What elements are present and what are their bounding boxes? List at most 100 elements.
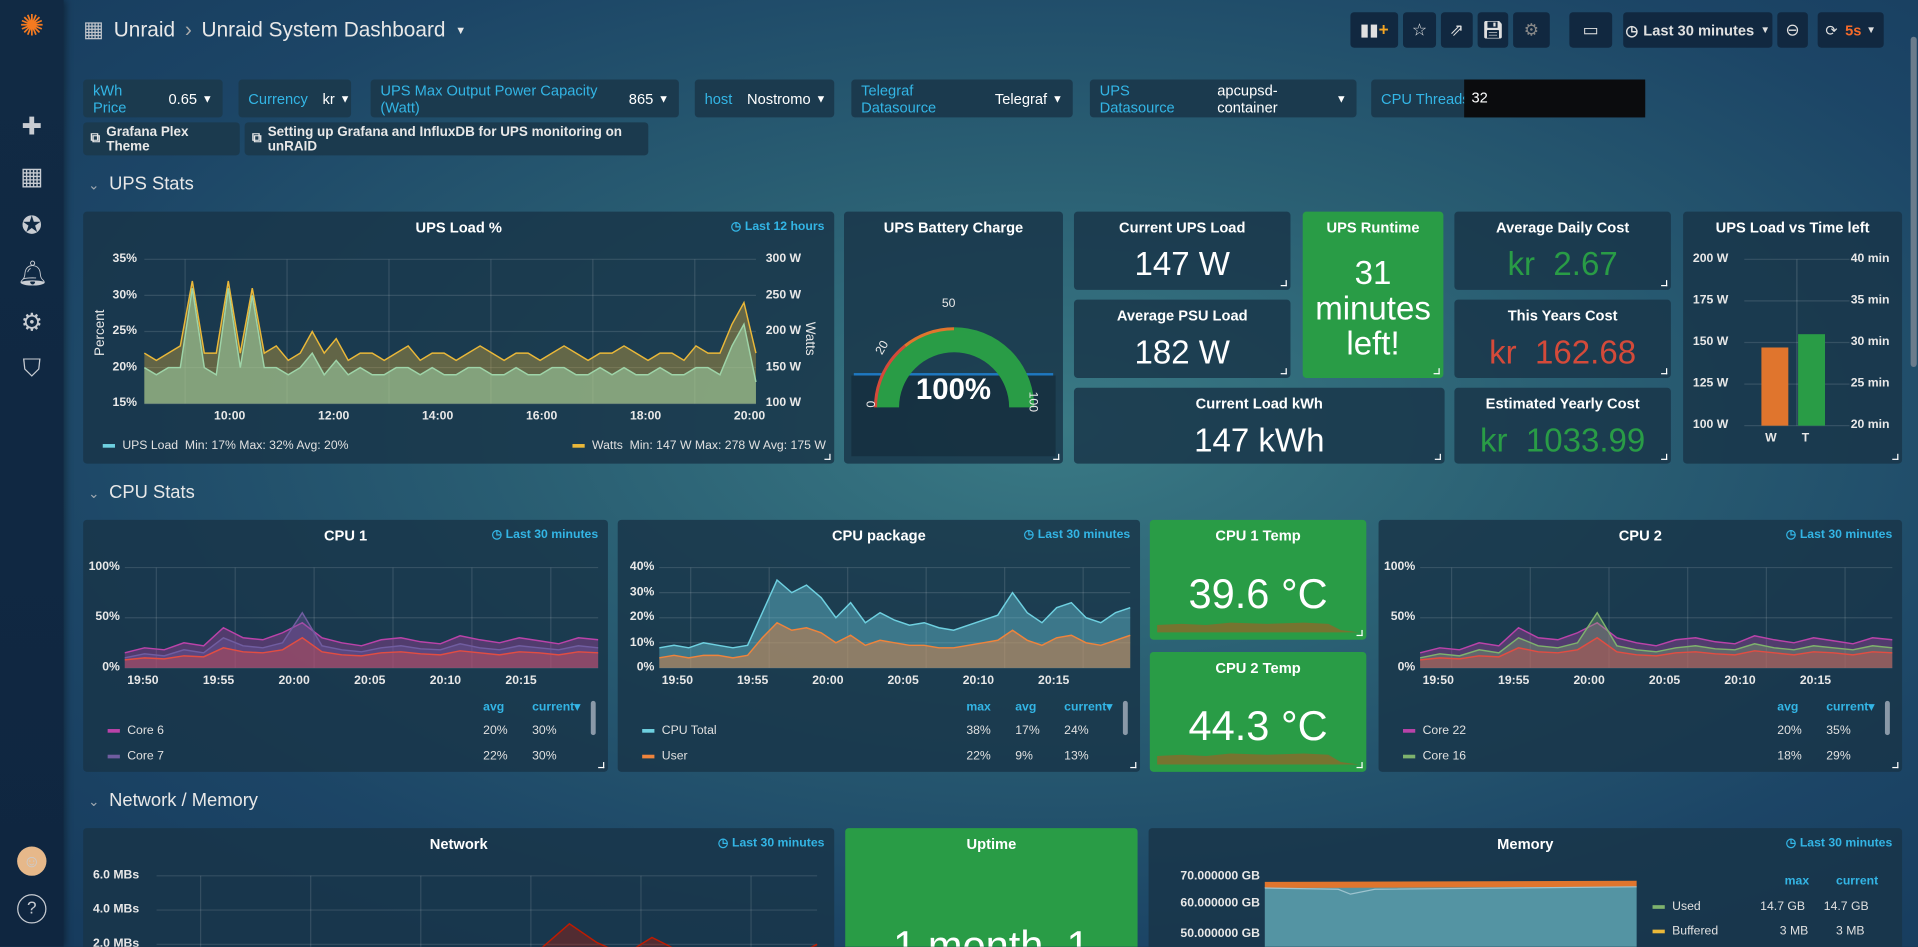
resize-handle[interactable] (1356, 762, 1363, 769)
legend-item[interactable]: User 22% 9% 13% (642, 750, 1128, 763)
row-cpu-stats[interactable]: ⌄ CPU Stats (88, 482, 195, 503)
panel-cpu1[interactable]: CPU 1 ◷ Last 30 minutes 100% 50% 0% 19:50 19:5… (83, 519, 608, 772)
legend-col-header[interactable]: max (1784, 874, 1810, 889)
cpu-chart[interactable] (124, 566, 599, 669)
legend-col-header[interactable]: avg (1777, 700, 1799, 715)
var-kwh-price[interactable]: kWh Price 0.65 ▼ (83, 79, 223, 118)
panel-ups-load[interactable]: UPS Load % ◷ Last 12 hours Percent Watts… (83, 211, 835, 464)
cpu-chart[interactable] (1419, 566, 1893, 669)
legend-col-header[interactable]: max (966, 700, 991, 715)
bell-icon[interactable]: 🔔︎ (17, 260, 49, 288)
var-currency[interactable]: Currency kr ▼ (238, 79, 352, 118)
link-plex-theme[interactable]: ⧉ Grafana Plex Theme (83, 122, 240, 156)
resize-handle[interactable] (1053, 453, 1060, 460)
panel-uptime[interactable]: Uptime 1 month, 1 (845, 828, 1138, 947)
var-host[interactable]: host Nostromo ▼ (694, 79, 835, 118)
panel-ups-load-vs-time[interactable]: UPS Load vs Time left W T 200 W 175 W 150 … (1683, 211, 1903, 464)
panel-memory[interactable]: Memory ◷ Last 30 minutes 70.000000 GB 60… (1148, 828, 1903, 947)
panel-estimated-yearly-cost[interactable]: Estimated Yearly Cost kr 1033.99 (1454, 387, 1671, 464)
panel-average-psu-load[interactable]: Average PSU Load 182 W (1073, 299, 1291, 378)
load-vs-time-chart[interactable] (1744, 258, 1850, 427)
var-telegraf-datasource[interactable]: Telegraf Datasource Telegraf ▼ (851, 79, 1073, 118)
settings-button[interactable]: ⚙ (1513, 12, 1550, 48)
var-ups-datasource[interactable]: UPS Datasource apcupsd-container ▼ (1089, 79, 1357, 118)
resize-handle[interactable] (1661, 368, 1668, 375)
legend-item[interactable]: Core 6 20% 30% (107, 724, 596, 738)
bar-w[interactable] (1761, 347, 1789, 426)
cpu-threads-input[interactable]: 32 (1464, 79, 1646, 118)
memory-chart[interactable] (1264, 877, 1637, 947)
legend-scrollbar[interactable] (1122, 700, 1128, 736)
ups-load-chart[interactable] (143, 258, 757, 405)
grafana-logo[interactable]: ✺ (19, 9, 45, 43)
y-tick: 200 W (1692, 251, 1729, 266)
network-chart[interactable] (156, 875, 818, 947)
resize-handle[interactable] (1433, 368, 1440, 375)
resize-handle[interactable] (1661, 280, 1668, 287)
legend-watts[interactable]: Watts Min: 147 W Max: 278 W Avg: 175 W (572, 439, 826, 453)
save-button[interactable]: 💾︎ (1477, 12, 1509, 48)
help-icon[interactable]: ? (17, 894, 47, 924)
panel-current-ups-load[interactable]: Current UPS Load 147 W (1073, 211, 1291, 290)
legend-item[interactable]: Core 7 22% 30% (107, 750, 596, 763)
time-picker[interactable]: ◷ Last 30 minutes ▼ (1623, 12, 1773, 48)
legend-item[interactable]: Core 22 20% 35% (1403, 724, 1890, 738)
explore-icon[interactable]: ✪ (21, 212, 43, 240)
legend-scrollbar[interactable] (1884, 700, 1890, 736)
legend-col-header[interactable]: avg (483, 700, 505, 715)
legend-col-header[interactable]: avg (1015, 700, 1037, 715)
zoom-out-button[interactable]: ⊖ (1777, 12, 1808, 48)
legend-buffered[interactable]: Buffered 3 MB 3 MB (1652, 925, 1885, 938)
resize-handle[interactable] (1130, 762, 1137, 769)
dashboard-title[interactable]: Unraid System Dashboard (201, 17, 446, 41)
panel-current-load-kwh[interactable]: Current Load kWh 147 kWh (1073, 387, 1445, 464)
resize-handle[interactable] (1356, 629, 1363, 637)
avatar[interactable]: ☺ (17, 846, 47, 876)
refresh-button[interactable]: ⟳ 5s ▼ (1817, 12, 1884, 48)
panel-battery-charge[interactable]: UPS Battery Charge 50 20 0 100 100% (844, 211, 1063, 464)
shield-icon[interactable]: ⛉ (22, 355, 41, 383)
resize-handle[interactable] (598, 762, 605, 769)
legend-scrollbar[interactable] (590, 700, 596, 736)
panel-cpu2[interactable]: CPU 2 ◷ Last 30 minutes 100% 50% 0% 19:50 19:5… (1378, 519, 1903, 772)
legend-item[interactable]: Core 16 18% 29% (1403, 750, 1890, 763)
panel-average-daily-cost[interactable]: Average Daily Cost kr 2.67 (1454, 211, 1671, 290)
resize-handle[interactable] (1280, 280, 1287, 287)
dashboards-icon[interactable]: ▦ (20, 163, 44, 191)
panel-this-years-cost[interactable]: This Years Cost kr 162.68 (1454, 299, 1671, 378)
caret-down-icon[interactable]: ▼ (455, 23, 467, 37)
tv-mode-button[interactable]: ▭ (1569, 12, 1613, 48)
resize-handle[interactable] (1434, 453, 1441, 460)
cpu-chart[interactable] (659, 566, 1131, 669)
resize-handle[interactable] (1892, 762, 1899, 769)
resize-handle[interactable] (1892, 453, 1899, 460)
panel-network[interactable]: Network ◷ Last 30 minutes 6.0 MBs 4.0 MB… (83, 828, 835, 947)
panel-cpu-package[interactable]: CPU package ◷ Last 30 minutes 40% 30% 20% 10%… (617, 519, 1141, 772)
row-network-memory[interactable]: ⌄ Network / Memory (88, 790, 258, 811)
link-ups-guide[interactable]: ⧉ Setting up Grafana and InfluxDB for UPS… (244, 122, 649, 156)
panel-cpu1-temp[interactable]: CPU 1 Temp 39.6 °C (1149, 519, 1367, 640)
star-button[interactable]: ☆ (1403, 12, 1437, 48)
legend-col-header[interactable]: current (1836, 874, 1879, 889)
legend-ups-load[interactable]: UPS Load Min: 17% Max: 32% Avg: 20% (102, 439, 349, 453)
caret-down-icon: ▼ (1866, 24, 1876, 36)
breadcrumb-org[interactable]: Unraid (113, 17, 176, 41)
var-ups-max-output[interactable]: UPS Max Output Power Capacity (Watt) 865 ▼ (370, 79, 679, 118)
plus-icon[interactable]: ✚ (21, 113, 43, 141)
resize-handle[interactable] (824, 453, 831, 460)
panel-ups-runtime[interactable]: UPS Runtime 31 minutes left! (1302, 211, 1444, 378)
legend-col-header[interactable]: current▾ (1064, 700, 1113, 715)
resize-handle[interactable] (1280, 368, 1287, 375)
share-button[interactable]: ⇗ (1440, 12, 1473, 48)
legend-col-header[interactable]: current▾ (532, 700, 581, 715)
panel-cpu2-temp[interactable]: CPU 2 Temp 44.3 °C (1149, 651, 1367, 772)
add-panel-button[interactable]: ▮▮+ (1350, 12, 1399, 48)
legend-item[interactable]: CPU Total 38% 17% 24% (642, 724, 1128, 738)
bar-t[interactable] (1798, 334, 1826, 426)
page-scrollbar[interactable] (1910, 36, 1917, 367)
resize-handle[interactable] (1661, 453, 1668, 460)
legend-used[interactable]: Used 14.7 GB 14.7 GB (1652, 900, 1885, 914)
gear-icon[interactable]: ⚙ (20, 309, 43, 337)
legend-col-header[interactable]: current▾ (1826, 700, 1875, 715)
row-ups-stats[interactable]: ⌄ UPS Stats (88, 174, 194, 195)
